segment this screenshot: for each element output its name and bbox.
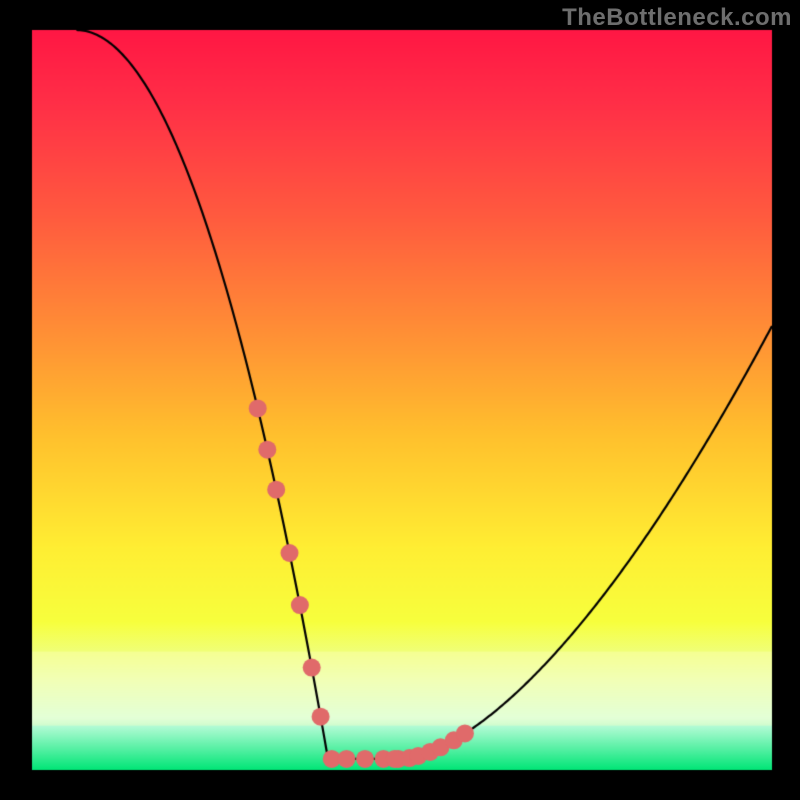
chart-stage: TheBottleneck.com (0, 0, 800, 800)
watermark-text: TheBottleneck.com (562, 4, 792, 32)
chart-canvas (0, 0, 800, 800)
